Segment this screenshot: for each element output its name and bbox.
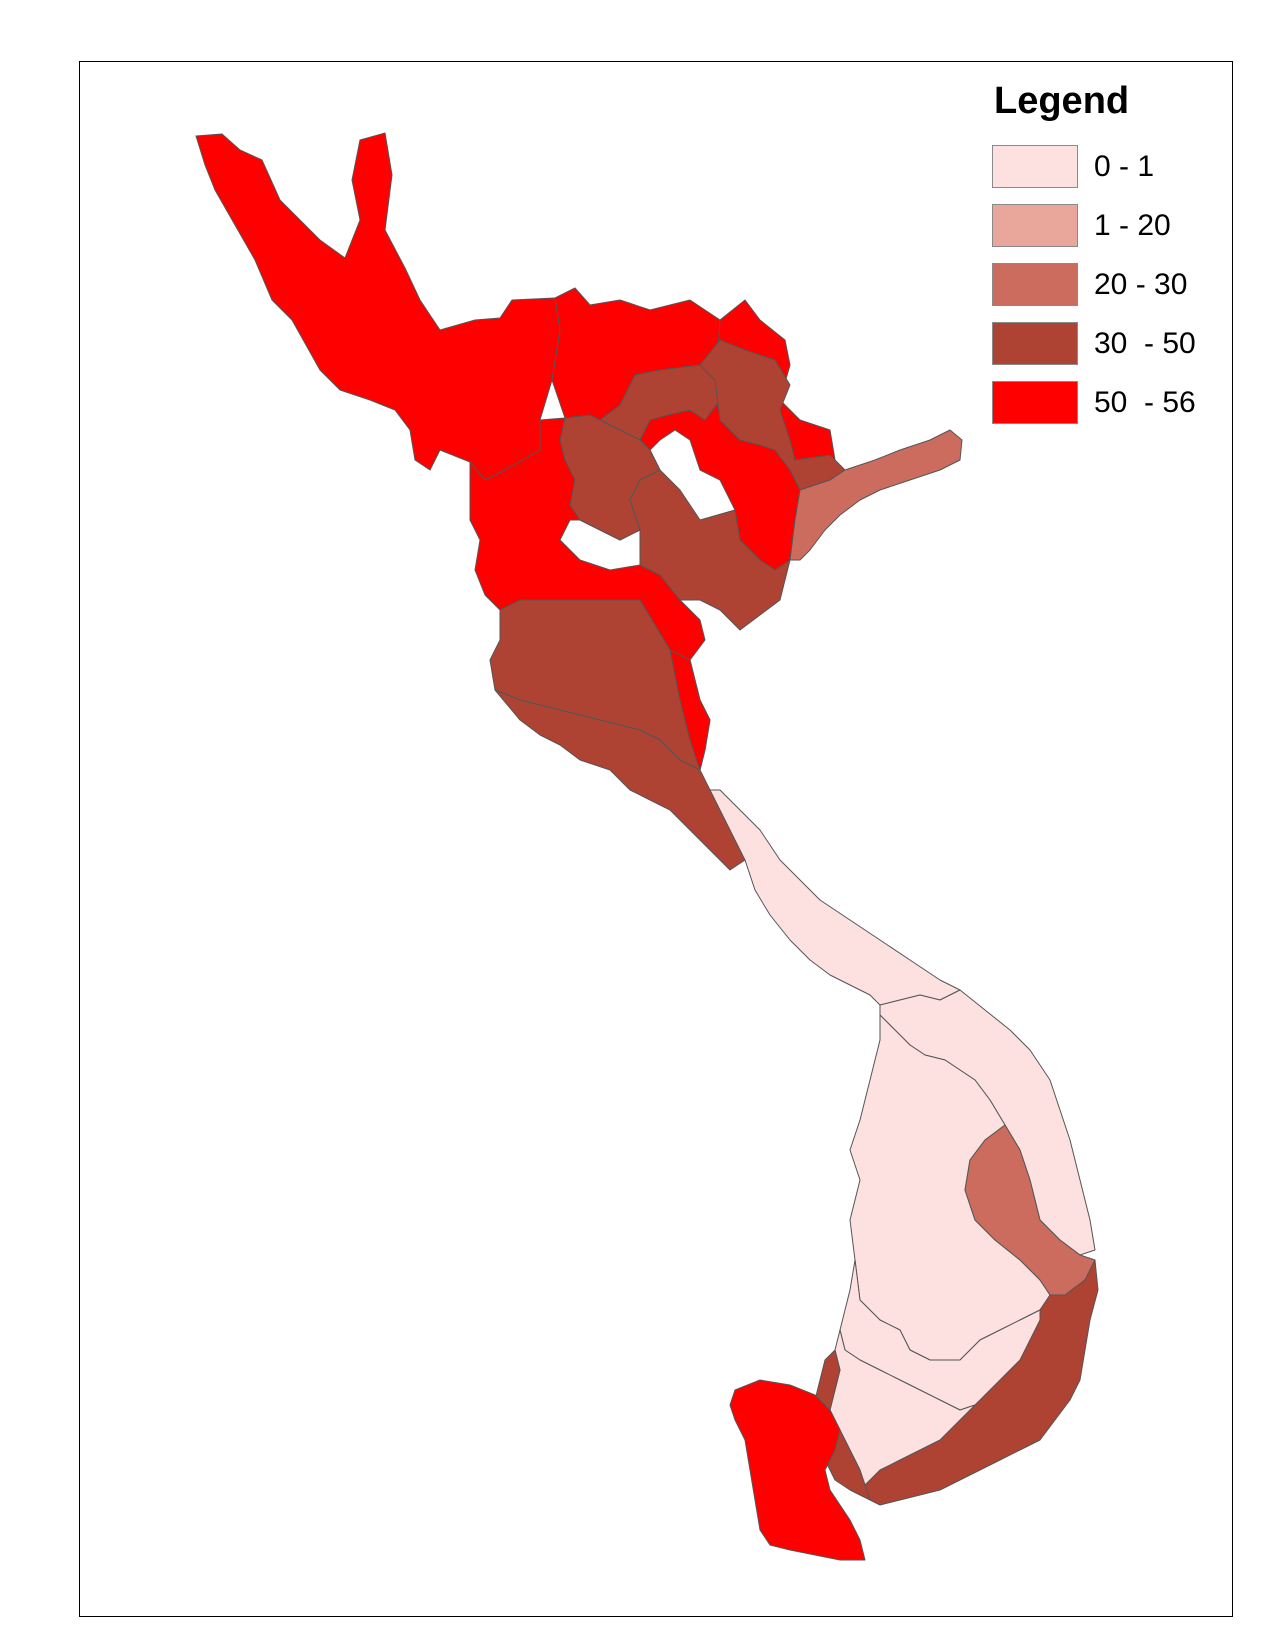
map-region-mekong-delta bbox=[729, 1379, 866, 1561]
map-region-nghe-an bbox=[494, 689, 746, 871]
map-region-central-coast-north bbox=[709, 789, 961, 1006]
legend-item: 0 - 1 bbox=[992, 137, 1196, 196]
legend-swatch bbox=[992, 263, 1078, 306]
legend-label: 0 - 1 bbox=[1094, 149, 1155, 183]
legend-label: 1 - 20 bbox=[1094, 208, 1171, 242]
map-region-northwest-large bbox=[195, 132, 561, 481]
legend: Legend 0 - 1 1 - 20 20 - 30 30 - 50 50 -… bbox=[992, 80, 1196, 432]
legend-swatch bbox=[992, 204, 1078, 247]
legend-item: 1 - 20 bbox=[992, 196, 1196, 255]
legend-item: 30 - 50 bbox=[992, 314, 1196, 373]
legend-item: 20 - 30 bbox=[992, 255, 1196, 314]
legend-item: 50 - 56 bbox=[992, 373, 1196, 432]
map-region-ha-tinh bbox=[669, 649, 711, 771]
map-region-red-river-delta-2 bbox=[629, 469, 791, 631]
legend-swatch bbox=[992, 381, 1078, 424]
map-frame bbox=[79, 61, 1233, 1617]
legend-label: 50 - 56 bbox=[1094, 385, 1196, 419]
legend-swatch bbox=[992, 145, 1078, 188]
legend-swatch bbox=[992, 322, 1078, 365]
map-region-northeast-coast bbox=[789, 429, 963, 561]
legend-label: 30 - 50 bbox=[1094, 326, 1196, 360]
legend-label: 20 - 30 bbox=[1094, 267, 1188, 301]
legend-title: Legend bbox=[994, 80, 1130, 122]
